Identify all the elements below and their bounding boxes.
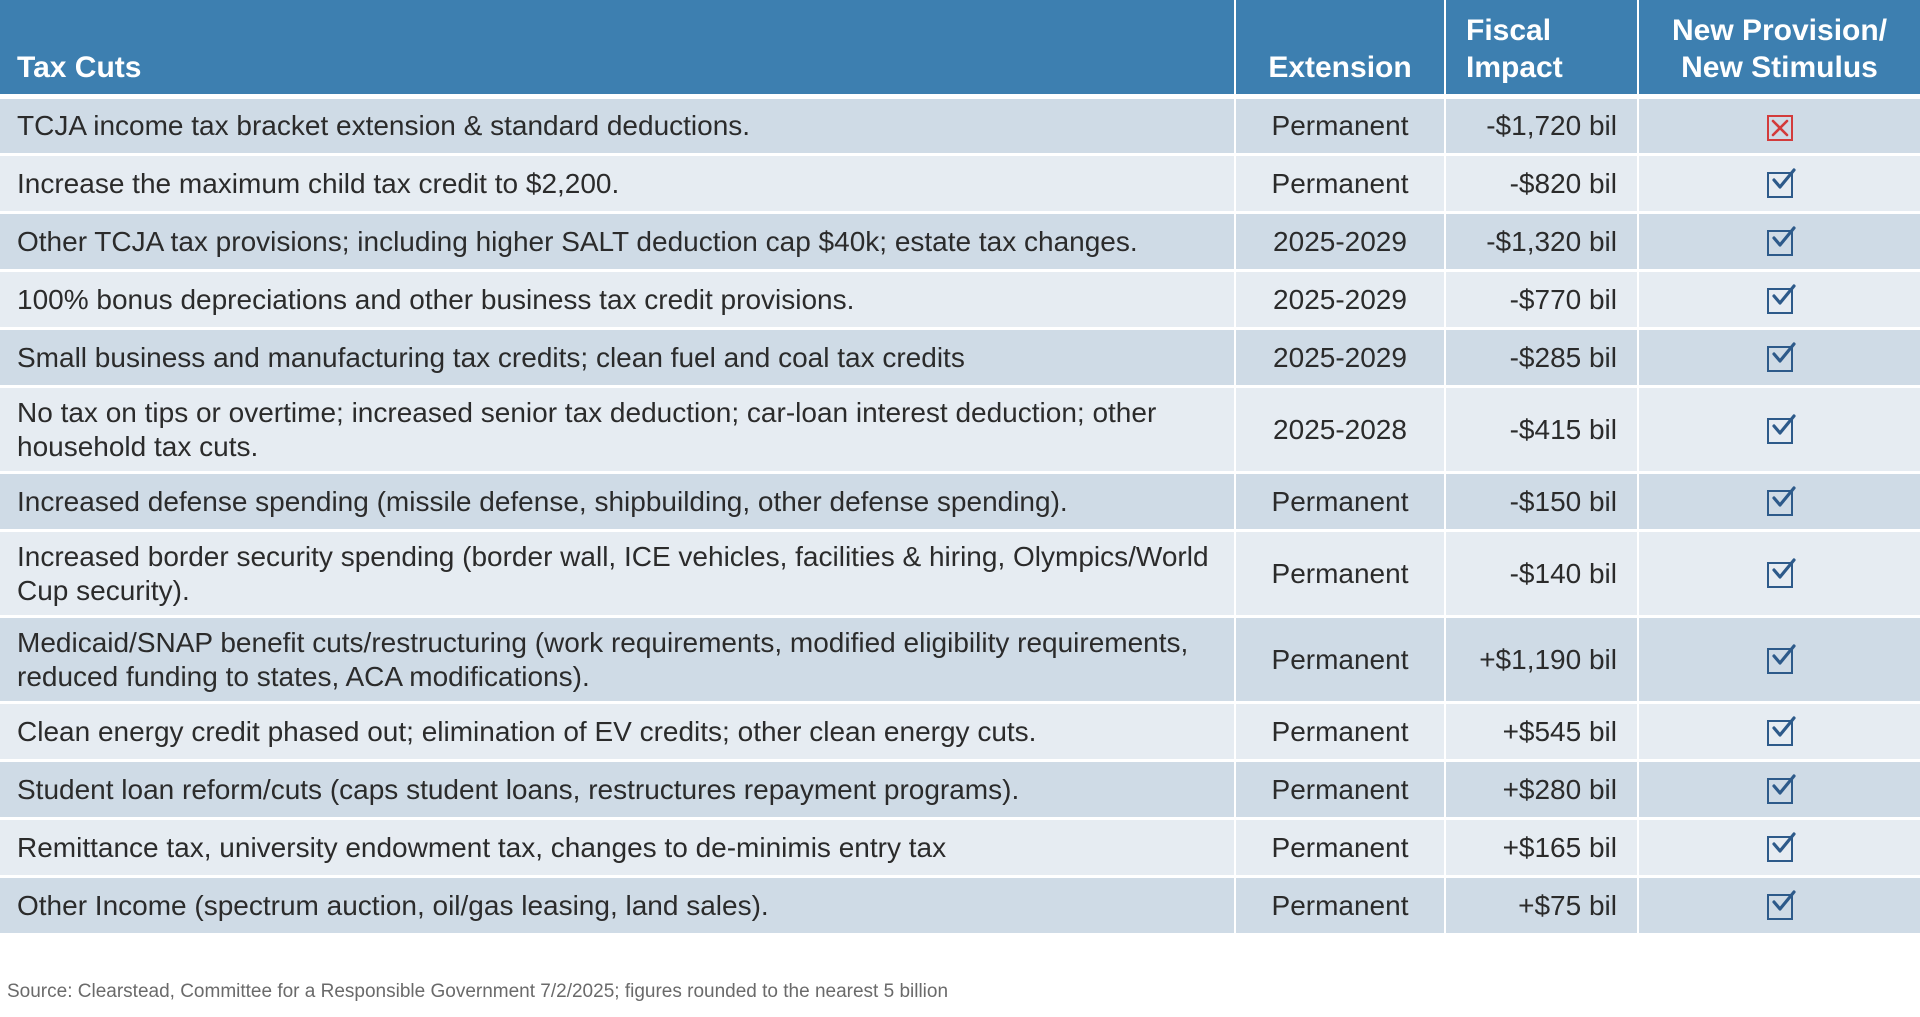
header-tax-cuts: Tax Cuts xyxy=(0,0,1236,97)
row-new-provision xyxy=(1638,472,1920,532)
row-fiscal-impact: -$150 bil xyxy=(1445,472,1639,532)
row-extension: Permanent xyxy=(1235,472,1446,532)
row-new-provision xyxy=(1638,328,1920,388)
checked-box-icon xyxy=(1766,226,1796,257)
table-row: Increased defense spending (missile defe… xyxy=(0,472,1920,532)
row-extension: 2025-2029 xyxy=(1235,270,1446,330)
checked-box-icon xyxy=(1766,890,1796,921)
row-new-provision xyxy=(1638,154,1920,214)
row-description: Increase the maximum child tax credit to… xyxy=(0,154,1236,214)
row-description: Student loan reform/cuts (caps student l… xyxy=(0,760,1236,820)
row-description: Small business and manufacturing tax cre… xyxy=(0,328,1236,388)
source-note: Source: Clearstead, Committee for a Resp… xyxy=(7,981,949,1002)
row-fiscal-impact: -$140 bil xyxy=(1445,530,1639,618)
row-extension: Permanent xyxy=(1235,530,1446,618)
table-row: 100% bonus depreciations and other busin… xyxy=(0,270,1920,330)
header-extension: Extension xyxy=(1235,0,1446,97)
row-new-provision xyxy=(1638,702,1920,762)
table-row: Increase the maximum child tax credit to… xyxy=(0,154,1920,214)
row-extension: 2025-2028 xyxy=(1235,386,1446,474)
table-row: Student loan reform/cuts (caps student l… xyxy=(0,760,1920,820)
row-new-provision xyxy=(1638,212,1920,272)
row-fiscal-impact: +$280 bil xyxy=(1445,760,1639,820)
row-fiscal-impact: +$75 bil xyxy=(1445,876,1639,936)
row-fiscal-impact: -$820 bil xyxy=(1445,154,1639,214)
row-fiscal-impact: -$770 bil xyxy=(1445,270,1639,330)
tax-cuts-table: Tax Cuts Extension Fiscal Impact New Pro… xyxy=(0,0,1920,936)
table-row: No tax on tips or overtime; increased se… xyxy=(0,386,1920,474)
checked-box-icon xyxy=(1766,832,1796,863)
row-new-provision xyxy=(1638,270,1920,330)
row-new-provision xyxy=(1638,876,1920,936)
row-description: Remittance tax, university endowment tax… xyxy=(0,818,1236,878)
x-box-icon xyxy=(1766,114,1793,141)
table-row: TCJA income tax bracket extension & stan… xyxy=(0,96,1920,156)
row-extension: 2025-2029 xyxy=(1235,328,1446,388)
table-row: Increased border security spending (bord… xyxy=(0,530,1920,618)
checked-box-icon xyxy=(1766,486,1796,517)
row-extension: Permanent xyxy=(1235,876,1446,936)
row-extension: Permanent xyxy=(1235,818,1446,878)
row-extension: Permanent xyxy=(1235,702,1446,762)
table-row: Medicaid/SNAP benefit cuts/restructuring… xyxy=(0,616,1920,704)
row-fiscal-impact: -$415 bil xyxy=(1445,386,1639,474)
table-row: Clean energy credit phased out; eliminat… xyxy=(0,702,1920,762)
row-description: Increased border security spending (bord… xyxy=(0,530,1236,618)
row-new-provision xyxy=(1638,616,1920,704)
row-fiscal-impact: -$285 bil xyxy=(1445,328,1639,388)
row-new-provision xyxy=(1638,96,1920,156)
row-new-provision xyxy=(1638,530,1920,618)
checked-box-icon xyxy=(1766,774,1796,805)
row-new-provision xyxy=(1638,760,1920,820)
row-description: Increased defense spending (missile defe… xyxy=(0,472,1236,532)
row-fiscal-impact: -$1,320 bil xyxy=(1445,212,1639,272)
row-description: Clean energy credit phased out; eliminat… xyxy=(0,702,1236,762)
table-row: Small business and manufacturing tax cre… xyxy=(0,328,1920,388)
row-description: Other TCJA tax provisions; including hig… xyxy=(0,212,1236,272)
row-fiscal-impact: -$1,720 bil xyxy=(1445,96,1639,156)
checked-box-icon xyxy=(1766,716,1796,747)
row-fiscal-impact: +$1,190 bil xyxy=(1445,616,1639,704)
row-extension: Permanent xyxy=(1235,616,1446,704)
row-fiscal-impact: +$165 bil xyxy=(1445,818,1639,878)
row-description: No tax on tips or overtime; increased se… xyxy=(0,386,1236,474)
row-new-provision xyxy=(1638,386,1920,474)
row-extension: 2025-2029 xyxy=(1235,212,1446,272)
header-fiscal-impact: Fiscal Impact xyxy=(1445,0,1639,97)
row-description: TCJA income tax bracket extension & stan… xyxy=(0,96,1236,156)
header-new-provision: New Provision/ New Stimulus xyxy=(1638,0,1920,97)
tax-cuts-table-container: Tax Cuts Extension Fiscal Impact New Pro… xyxy=(0,0,1920,936)
table-body: TCJA income tax bracket extension & stan… xyxy=(0,96,1920,936)
checked-box-icon xyxy=(1766,558,1796,589)
checked-box-icon xyxy=(1766,342,1796,373)
table-row: Remittance tax, university endowment tax… xyxy=(0,818,1920,878)
checked-box-icon xyxy=(1766,644,1796,675)
checked-box-icon xyxy=(1766,414,1796,445)
row-description: 100% bonus depreciations and other busin… xyxy=(0,270,1236,330)
table-row: Other Income (spectrum auction, oil/gas … xyxy=(0,876,1920,936)
checked-box-icon xyxy=(1766,284,1796,315)
checked-box-icon xyxy=(1766,168,1796,199)
row-fiscal-impact: +$545 bil xyxy=(1445,702,1639,762)
table-header: Tax Cuts Extension Fiscal Impact New Pro… xyxy=(0,0,1920,97)
row-new-provision xyxy=(1638,818,1920,878)
row-extension: Permanent xyxy=(1235,154,1446,214)
row-extension: Permanent xyxy=(1235,96,1446,156)
row-description: Medicaid/SNAP benefit cuts/restructuring… xyxy=(0,616,1236,704)
row-description: Other Income (spectrum auction, oil/gas … xyxy=(0,876,1236,936)
row-extension: Permanent xyxy=(1235,760,1446,820)
table-row: Other TCJA tax provisions; including hig… xyxy=(0,212,1920,272)
